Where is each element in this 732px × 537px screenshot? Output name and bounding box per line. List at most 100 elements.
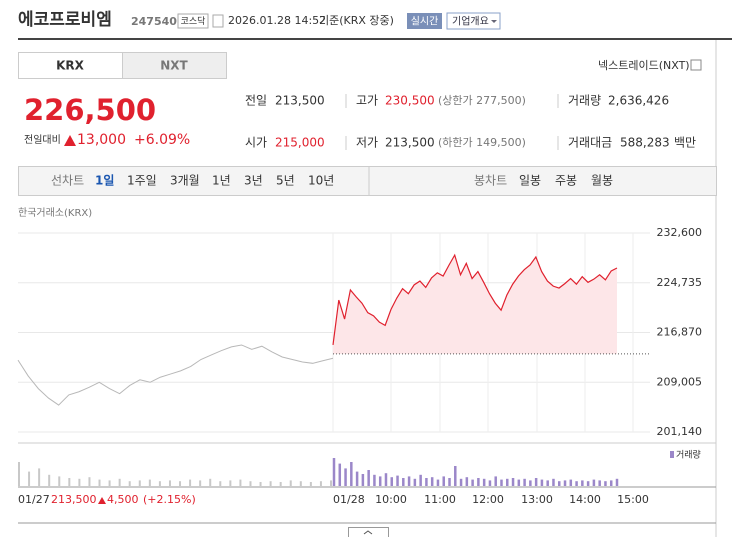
volume-bar: [586, 481, 590, 486]
volume-bar: [615, 478, 619, 486]
tab-nxt[interactable]: [122, 52, 227, 79]
volume-bar: [158, 481, 161, 486]
volume-bar: [373, 474, 376, 486]
change-label: 전일대비: [24, 134, 61, 146]
market: 코스닥: [181, 16, 206, 27]
volume-bar: [402, 478, 405, 486]
volume-bar: [108, 480, 111, 486]
volume-bar: [319, 481, 322, 486]
period[interactable]: 3년: [244, 174, 263, 188]
volume-legend: 거래량: [676, 449, 701, 461]
volume-bar: [407, 476, 411, 486]
period[interactable]: 1일: [95, 174, 114, 188]
volume-bar: [419, 474, 422, 486]
volume-bar: [523, 478, 526, 486]
stock-code: 247540: [131, 15, 177, 28]
x-tick-label: 10:00: [375, 493, 407, 506]
volume-bar: [148, 479, 151, 486]
volume-bar: [330, 480, 332, 486]
prev-close: 213,500: [51, 493, 97, 506]
volume-bar: [367, 470, 370, 486]
volume-bar: [529, 480, 532, 486]
volume-bar: [48, 474, 51, 486]
x-tick-label: 13:00: [521, 493, 553, 506]
candle-period[interactable]: 일봉: [519, 174, 541, 188]
period[interactable]: 10년: [308, 174, 334, 188]
volume-bar: [540, 479, 544, 486]
volume-bar: [78, 478, 81, 486]
volume-bar: [511, 478, 515, 486]
volume-bar: [88, 477, 91, 486]
volume-bar: [361, 474, 365, 486]
collapse-icon[interactable]: [363, 530, 373, 535]
candle-period[interactable]: 주봉: [555, 174, 577, 188]
volume-bar: [575, 481, 578, 486]
volume-bar: [557, 481, 561, 486]
volume-bar: [569, 479, 573, 486]
volume-bar: [488, 480, 492, 486]
stat-value: 213,500: [275, 94, 325, 108]
toolbar-label: 봉차트: [474, 174, 507, 188]
basis: 기준(KRX 장중): [319, 14, 394, 27]
stat-label: 시가: [245, 136, 267, 150]
x-tick-label: 12:00: [472, 493, 504, 506]
period[interactable]: 3개월: [170, 174, 200, 188]
volume-bar: [168, 480, 171, 486]
volume-bar: [604, 481, 607, 486]
volume-bar: [189, 479, 192, 486]
stat-value: 213,500: [385, 136, 435, 150]
tab-label[interactable]: KRX: [56, 59, 85, 73]
collapse-btn[interactable]: [348, 527, 389, 537]
volume-bar: [299, 481, 302, 486]
volume-bar: [384, 473, 388, 486]
stat-value: 230,500: [385, 94, 435, 108]
volume-bar: [128, 481, 131, 486]
y-tick-label: 201,140: [657, 425, 703, 438]
today-label: 01/28: [333, 493, 365, 506]
volume-bar: [482, 478, 486, 486]
volume-bar: [471, 479, 474, 486]
tab-label[interactable]: NXT: [160, 59, 188, 73]
volume-bar: [459, 478, 463, 486]
volume-bar: [465, 477, 469, 486]
y-tick-label: 216,870: [657, 326, 703, 339]
y-tick-label: 209,005: [657, 375, 703, 388]
period[interactable]: 5년: [276, 174, 295, 188]
volume-bar: [309, 482, 312, 486]
volume-bar: [390, 477, 394, 486]
volume-bar: [494, 476, 497, 486]
period[interactable]: 1주일: [127, 174, 157, 188]
volume-bar: [477, 478, 480, 486]
volume-bar: [517, 479, 521, 486]
volume-bar: [396, 475, 399, 486]
volume-bar: [581, 480, 584, 486]
stock-name: 에코프로비엠: [18, 10, 112, 30]
candle-period[interactable]: 월봉: [591, 174, 613, 188]
company-info-btn[interactable]: [446, 12, 501, 30]
volume-bar: [138, 480, 141, 486]
stat-label: 거래량: [568, 94, 601, 108]
volume-bar: [500, 479, 503, 486]
volume-bar: [249, 481, 252, 486]
plot: 232,600 224,735 216,870 209,005 201,140 10:00…: [17, 226, 703, 506]
volume-bar: [269, 481, 272, 486]
stat-label: 고가: [356, 94, 378, 108]
volume-bar: [436, 479, 440, 486]
volume-bar: [546, 480, 549, 486]
volume-bar: [430, 477, 434, 486]
prev-change: 4,500: [107, 493, 139, 506]
stat-value: 2,636,426: [608, 94, 669, 108]
volume-bar: [609, 480, 613, 486]
toolbar-label: 선차트: [51, 174, 84, 188]
tab-krx[interactable]: [18, 52, 123, 79]
prev-change-pct: (+2.15%): [143, 493, 196, 506]
period[interactable]: 1년: [212, 174, 231, 188]
help-icon[interactable]: [690, 59, 702, 71]
nxt-link[interactable]: 넥스트레이드(NXT): [598, 59, 690, 72]
realtime-badge[interactable]: [407, 13, 442, 29]
volume-bar: [199, 480, 202, 486]
volume-bar: [506, 478, 509, 486]
realtime[interactable]: 실시간: [411, 16, 439, 28]
company-info[interactable]: 기업개요: [452, 15, 489, 28]
